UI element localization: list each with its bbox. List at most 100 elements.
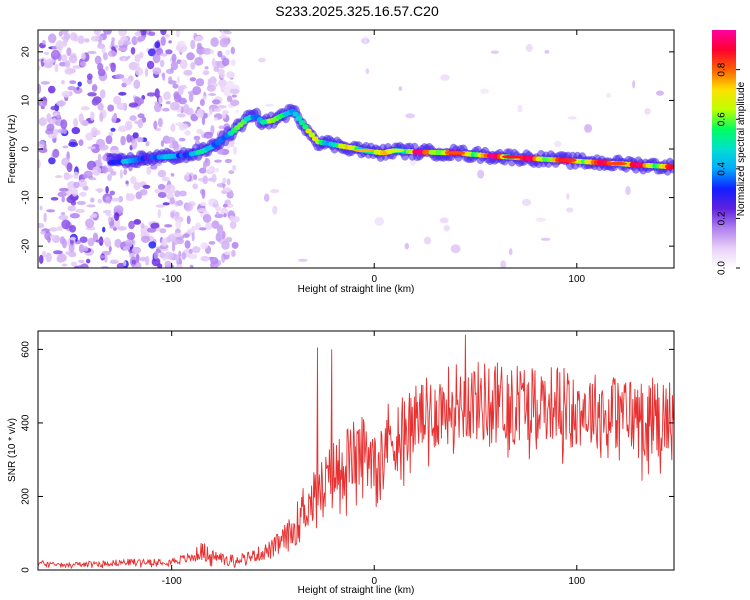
- noise-blob: [187, 253, 198, 260]
- noise-blob: [363, 35, 367, 46]
- noise-blob: [567, 116, 577, 120]
- noise-blob: [192, 183, 198, 190]
- noise-blob: [125, 192, 130, 201]
- noise-blob: [169, 144, 174, 149]
- noise-blob: [132, 132, 139, 139]
- noise-blob: [50, 234, 56, 239]
- noise-blob: [159, 228, 167, 234]
- noise-blob: [103, 237, 111, 246]
- noise-blob: [61, 263, 68, 267]
- noise-blob: [178, 250, 182, 258]
- noise-blob: [213, 66, 220, 72]
- noise-blob: [170, 123, 176, 132]
- noise-blob: [231, 249, 236, 258]
- noise-blob: [131, 246, 141, 255]
- noise-blob: [137, 35, 146, 42]
- spectrogram-image: [38, 30, 674, 268]
- snr-x-label: Height of straight line (km): [298, 585, 415, 596]
- colorbar-label: Normalized spectral amplitude: [736, 81, 747, 216]
- noise-blob: [215, 211, 220, 216]
- noise-blob: [228, 189, 234, 198]
- noise-blob: [157, 183, 166, 190]
- noise-blob: [269, 189, 280, 194]
- noise-blob: [145, 255, 150, 266]
- noise-blob: [158, 96, 163, 105]
- noise-blob: [191, 225, 196, 232]
- noise-blob: [179, 59, 188, 70]
- noise-blob: [480, 88, 489, 95]
- noise-blob: [107, 104, 115, 112]
- noise-blob: [123, 40, 132, 46]
- noise-blob: [124, 239, 133, 248]
- noise-blob: [87, 237, 95, 247]
- noise-blob: [109, 225, 115, 229]
- noise-blob: [200, 255, 210, 262]
- noise-blob: [61, 80, 65, 85]
- noise-blob: [46, 123, 55, 132]
- noise-blob: [141, 235, 150, 243]
- noise-blob: [66, 195, 77, 204]
- noise-blob: [97, 188, 102, 193]
- noise-blob: [90, 197, 95, 203]
- ridge-peak: [384, 148, 405, 153]
- noise-blob: [66, 162, 73, 173]
- noise-blob: [90, 111, 95, 121]
- noise-blob: [209, 76, 217, 85]
- noise-blob: [146, 227, 157, 233]
- noise-blob: [656, 90, 664, 96]
- noise-blob: [219, 72, 226, 79]
- snr-panel: -100 0 100 0 200 400 600 Height of straight li…: [7, 330, 675, 596]
- noise-blob: [80, 106, 90, 111]
- y-tick-label: 0: [21, 567, 32, 573]
- noise-blob: [202, 214, 212, 223]
- noise-blob: [404, 242, 409, 250]
- noise-blob: [226, 203, 234, 208]
- snr-series-line: [38, 334, 674, 570]
- noise-blob: [177, 40, 186, 47]
- noise-blob: [133, 181, 141, 191]
- noise-blob: [229, 88, 240, 95]
- noise-blob: [79, 191, 87, 197]
- noise-blob: [535, 217, 546, 222]
- noise-blob: [38, 222, 45, 229]
- noise-blob: [221, 57, 230, 67]
- noise-blob: [199, 227, 207, 231]
- noise-blob: [204, 66, 209, 70]
- noise-blob: [64, 60, 71, 68]
- noise-blob: [114, 212, 120, 221]
- ridge-core: [298, 120, 306, 126]
- noise-blob: [75, 208, 85, 213]
- noise-blob: [228, 170, 235, 175]
- noise-blob: [203, 131, 213, 139]
- noise-blob: [38, 65, 41, 71]
- noise-blob: [71, 127, 81, 135]
- noise-blob: [215, 205, 222, 212]
- noise-blob: [365, 68, 370, 75]
- noise-blob: [119, 169, 123, 179]
- noise-blob: [73, 118, 79, 128]
- noise-blob: [405, 113, 415, 119]
- noise-blob: [490, 50, 500, 54]
- noise-blob: [46, 209, 56, 213]
- noise-blob: [69, 225, 77, 233]
- ridge-peak: [445, 151, 466, 155]
- noise-blob: [61, 219, 71, 230]
- ridge-core: [302, 124, 309, 130]
- noise-blob: [86, 204, 96, 208]
- spectrogram-y-label: Frequency (Hz): [7, 115, 18, 184]
- noise-blob: [199, 98, 205, 107]
- noise-blob: [229, 215, 235, 222]
- noise-blob: [145, 141, 150, 147]
- noise-blob: [196, 128, 203, 134]
- noise-blob: [50, 105, 58, 111]
- noise-blob: [226, 71, 235, 79]
- noise-blob: [38, 254, 44, 264]
- noise-blob: [229, 221, 237, 230]
- noise-blob: [160, 53, 168, 57]
- noise-blob: [138, 51, 144, 59]
- noise-blob: [189, 264, 194, 268]
- noise-blob: [38, 117, 47, 126]
- noise-blob: [56, 225, 63, 231]
